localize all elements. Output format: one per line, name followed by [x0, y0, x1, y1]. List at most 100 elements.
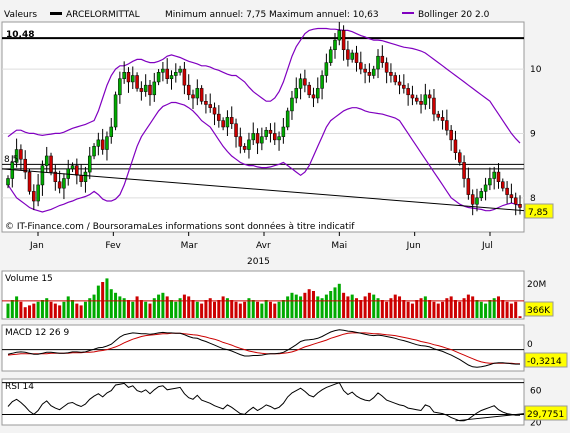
- price-candle: [191, 94, 195, 99]
- price-candle: [186, 84, 191, 96]
- price-candle: [10, 162, 15, 179]
- price-candle: [109, 126, 114, 137]
- x-tick-label: Jun: [406, 241, 421, 251]
- volume-bar: [191, 300, 195, 318]
- last-rsi-badge: [524, 405, 568, 421]
- volume-bar: [294, 294, 298, 318]
- last-price-label: 7,85: [528, 208, 548, 218]
- volume-bar: [19, 301, 23, 318]
- volume-bar: [169, 300, 174, 318]
- volume-bar: [213, 301, 217, 318]
- price-legend-swatch: [50, 12, 62, 15]
- price-candle: [92, 146, 96, 157]
- last-macd-label: -0,3214: [527, 357, 562, 367]
- volume-bar: [88, 298, 92, 318]
- price-candle: [32, 191, 36, 202]
- price-candle: [397, 81, 402, 86]
- price-candle: [118, 78, 122, 96]
- volume-bar: [23, 307, 27, 318]
- volume-bar: [462, 298, 466, 318]
- volume-bar: [96, 285, 100, 318]
- price-candle: [6, 178, 10, 186]
- x-tick-label: Fev: [105, 241, 121, 251]
- price-candle: [182, 68, 187, 86]
- volume-bar: [406, 301, 410, 318]
- price-extras: [2, 168, 524, 212]
- volume-bar: [195, 301, 199, 318]
- volume-bar: [492, 298, 496, 318]
- volume-bar: [432, 301, 436, 318]
- x-tick-label: Mar: [181, 241, 198, 251]
- last-volume-badge: [524, 301, 554, 317]
- volume-bar: [475, 300, 479, 318]
- price-candle: [36, 184, 40, 202]
- volume-bar: [139, 300, 143, 318]
- price-candle: [449, 129, 453, 141]
- price-candle: [161, 68, 165, 73]
- x-axis: Jan Fev Mar Avr Mai Jun Jul: [29, 232, 493, 251]
- volume-bar: [423, 296, 427, 318]
- volume-bar: [10, 300, 14, 318]
- bollinger-label: Bollinger 20 2.0: [418, 10, 490, 20]
- volume-bar: [441, 301, 445, 318]
- price-candle: [152, 81, 157, 96]
- price-candle: [281, 126, 286, 137]
- volume-bar: [428, 300, 432, 318]
- x-tick-label: Avr: [256, 241, 271, 251]
- volume-bar: [135, 296, 139, 318]
- price-candle: [57, 181, 62, 189]
- volume-y-tick: 20M: [527, 280, 546, 290]
- price-candle: [23, 158, 27, 173]
- volume-bar: [152, 298, 156, 318]
- volume-bar: [49, 301, 53, 318]
- volume-bar: [350, 294, 354, 318]
- left-value-label: 8,5: [4, 155, 18, 165]
- price-candle: [169, 75, 174, 79]
- volume-bar: [436, 303, 440, 318]
- volume-bar: [329, 291, 333, 318]
- macd-title: MACD 12 26 9: [5, 328, 69, 338]
- last-volume-label: 366K: [527, 306, 551, 316]
- price-candle: [113, 94, 118, 128]
- annual-max-label: 10,48: [6, 30, 34, 40]
- price-candle: [393, 75, 397, 83]
- year-label: 2015: [247, 257, 270, 267]
- price-candle: [70, 165, 75, 170]
- volume-bar: [376, 298, 380, 318]
- price-candle: [139, 88, 144, 92]
- price-candle: [208, 104, 212, 108]
- volume-bar: [484, 303, 488, 318]
- volume-bar: [471, 296, 475, 318]
- price-candle: [501, 181, 505, 189]
- price-candle: [462, 162, 466, 179]
- price-candle: [440, 117, 445, 121]
- volume-panel: Volume 15 20M 366K: [1, 270, 554, 320]
- price-candle: [359, 62, 363, 70]
- x-tick-label: Jan: [29, 241, 44, 251]
- volume-bar: [307, 289, 311, 318]
- volume-bar: [419, 298, 423, 318]
- price-candle: [234, 123, 238, 137]
- price-y-tick: 9: [530, 129, 536, 139]
- volume-bar: [40, 300, 44, 318]
- price-candle: [518, 204, 522, 208]
- volume-bar: [458, 301, 462, 318]
- volume-bar: [385, 301, 389, 318]
- price-candle: [427, 94, 432, 99]
- volume-bar: [479, 301, 483, 318]
- volume-bar: [466, 294, 470, 318]
- volume-bar: [58, 305, 62, 318]
- rsi-panel-frame: [1, 378, 525, 426]
- price-candle: [204, 101, 208, 105]
- price-candle: [229, 117, 234, 125]
- volume-bar: [268, 301, 272, 318]
- volume-bar: [372, 294, 376, 318]
- volume-bar: [260, 303, 264, 318]
- price-candle: [341, 30, 346, 50]
- price-candle: [316, 88, 320, 99]
- price-candle: [165, 68, 169, 79]
- price-y-axis: 8 9 10: [530, 65, 542, 204]
- macd-signal-line: [7, 332, 520, 365]
- support-trend-line: [2, 168, 524, 212]
- price-candle: [406, 88, 410, 96]
